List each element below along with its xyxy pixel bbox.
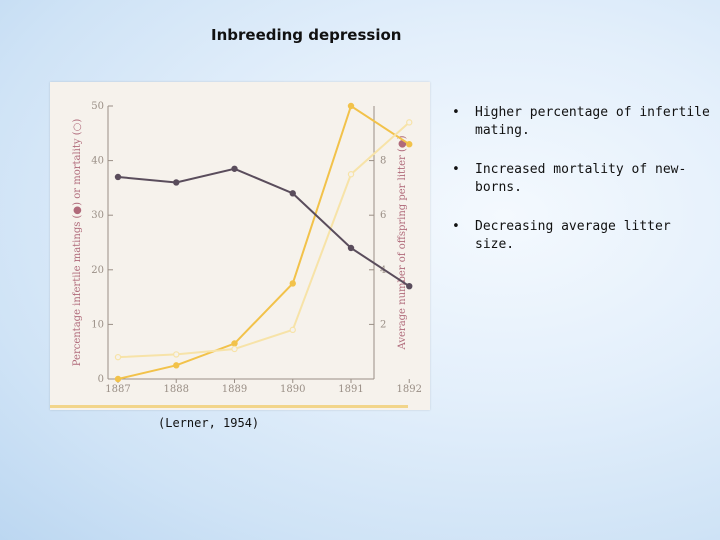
series-2-point (406, 119, 413, 126)
bullet-item: • Decreasing average litter size. (452, 218, 714, 254)
x-tick-label: 1890 (280, 384, 305, 395)
y-axis-title-right: Average number of offspring per litter (… (397, 135, 408, 350)
slide-title: Inbreeding depression (211, 26, 402, 44)
series-line-1 (117, 104, 410, 380)
series-3-point (173, 179, 180, 186)
x-tick-label: 1887 (105, 384, 130, 395)
series-1-point (173, 362, 180, 369)
bullet-text: Higher percentage of infertile mating. (475, 105, 710, 138)
series-2-point (173, 351, 180, 358)
figure-underline (50, 405, 408, 408)
series-2-point (347, 171, 355, 178)
x-tick-label: 1888 (164, 384, 189, 395)
inbreeding-chart: 0 10 20 30 40 50 2 4 6 8 1887 1888 1889 1890 1891 1892 P… (72, 101, 422, 395)
series-2-point (289, 326, 296, 334)
x-tick-label: 1889 (222, 384, 247, 395)
bullet-icon: • (452, 105, 460, 120)
y-tick-label-right: 6 (380, 210, 386, 221)
series-1-point (289, 280, 296, 287)
series-3-point (347, 244, 355, 252)
bullet-text: Increased mortality of new-borns. (475, 162, 687, 195)
bullet-text: Decreasing average litter size. (475, 219, 671, 252)
y-tick-label-left: 20 (91, 265, 104, 276)
series-3-point (114, 173, 122, 181)
chart-figure: 0 10 20 30 40 50 2 4 6 8 1887 1888 1889 1890 1891 1892 P… (50, 82, 430, 410)
series-1-point (406, 141, 413, 148)
y-tick-label-right: 4 (380, 265, 386, 276)
bullet-icon: • (452, 162, 460, 177)
series-line-3 (117, 167, 410, 288)
series-1-point (114, 375, 122, 383)
x-tick-label: 1892 (397, 384, 422, 395)
y-tick-label-left: 0 (98, 374, 104, 385)
y-tick-label-right: 2 (380, 319, 386, 330)
y-tick-label-left: 30 (91, 210, 104, 221)
series-1-point (347, 102, 355, 110)
y-axis-title-left: Percentage infertile matings (●) or mort… (72, 119, 83, 367)
bullet-list: • Higher percentage of infertile mating.… (452, 104, 714, 275)
y-tick-label-right: 8 (380, 156, 386, 167)
y-tick-label-left: 50 (91, 101, 104, 112)
series-3-point (406, 282, 413, 290)
series-line-2 (117, 121, 410, 359)
bullet-item: • Increased mortality of new-borns. (452, 161, 714, 197)
series-2-point (114, 353, 122, 361)
series-3-point (289, 190, 296, 197)
y-tick-label-left: 10 (91, 319, 104, 330)
x-tick-label: 1891 (338, 384, 363, 395)
citation: (Lerner, 1954) (158, 416, 260, 430)
series-3-point (231, 165, 238, 172)
y-tick-label-left: 40 (91, 156, 104, 167)
series-2-point (231, 345, 238, 353)
bullet-item: • Higher percentage of infertile mating. (452, 104, 714, 140)
series-1-point (231, 340, 238, 347)
bullet-icon: • (452, 219, 460, 234)
